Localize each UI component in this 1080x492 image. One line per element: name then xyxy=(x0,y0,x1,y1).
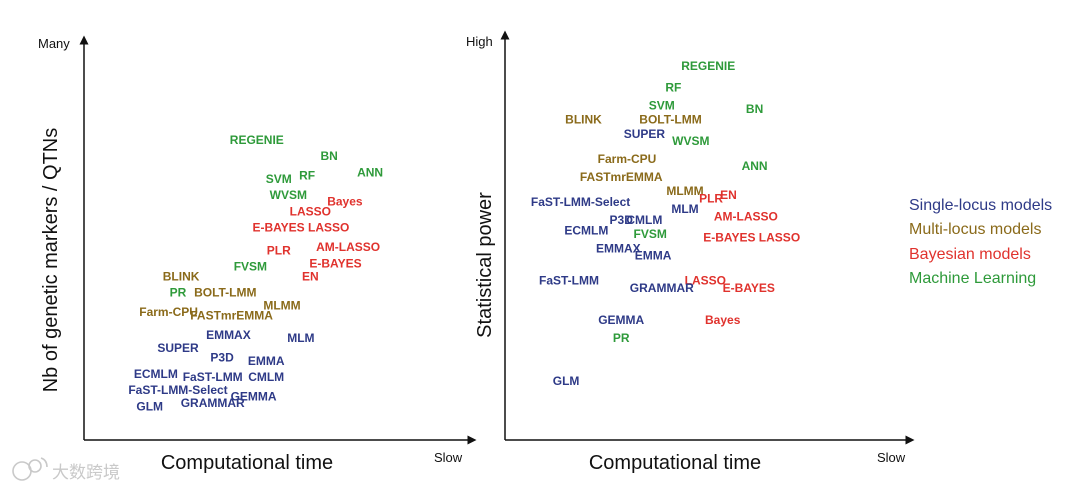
method-label-regenie: REGENIE xyxy=(230,133,284,147)
method-label-pr: PR xyxy=(170,286,187,300)
method-label-farm-cpu: Farm-CPU xyxy=(598,152,657,166)
method-label-fast-lmm: FaST-LMM xyxy=(183,370,243,384)
legend: Single-locus models Multi-locus models B… xyxy=(909,197,1052,287)
method-label-wvsm: WVSM xyxy=(270,188,307,202)
method-label-glm: GLM xyxy=(553,374,580,388)
left-x-end-label: Slow xyxy=(434,450,463,465)
method-label-fast-lmm: FaST-LMM xyxy=(539,274,599,288)
method-label-am-lasso: AM-LASSO xyxy=(316,240,380,254)
legend-bayesian: Bayesian models xyxy=(909,246,1031,263)
method-label-fastmremma: FASTmrEMMA xyxy=(190,308,273,322)
method-label-plr: PLR xyxy=(699,191,723,205)
method-label-fast-lmm-select: FaST-LMM-Select xyxy=(531,195,630,209)
left-y-axis-title: Nb of genetic markers / QTNs xyxy=(40,128,62,393)
left-panel: Many Slow Computational time Nb of genet… xyxy=(38,35,477,474)
right-panel: High Slow Computational time Statistical… xyxy=(466,30,915,474)
method-label-mlm: MLM xyxy=(287,331,314,345)
method-label-bolt-lmm: BOLT-LMM xyxy=(194,286,256,300)
method-label-pr: PR xyxy=(613,331,630,345)
method-label-ann: ANN xyxy=(742,159,768,173)
method-label-en: EN xyxy=(302,269,319,283)
method-label-plr: PLR xyxy=(267,243,291,257)
left-x-axis-title: Computational time xyxy=(161,452,333,474)
method-label-cmlm: CMLM xyxy=(626,213,662,227)
method-label-ecmlm: ECMLM xyxy=(564,224,608,238)
method-label-bayes: Bayes xyxy=(327,195,363,209)
method-label-cmlm: CMLM xyxy=(248,370,284,384)
legend-single-locus: Single-locus models xyxy=(909,197,1052,214)
method-label-mlmm: MLMM xyxy=(263,299,300,313)
method-label-lasso: LASSO xyxy=(290,204,331,218)
method-label-regenie: REGENIE xyxy=(681,59,735,73)
method-label-farm-cpu: Farm-CPU xyxy=(139,305,198,319)
legend-multi-locus: Multi-locus models xyxy=(909,221,1041,238)
method-label-fastmremma: FASTmrEMMA xyxy=(580,170,663,184)
method-label-gemma: GEMMA xyxy=(231,390,277,404)
method-label-p3d: P3D xyxy=(210,351,234,365)
method-label-rf: RF xyxy=(665,80,681,94)
watermark-text: 大数跨境 xyxy=(52,463,120,483)
method-label-emma: EMMA xyxy=(635,249,672,263)
right-x-end-label: Slow xyxy=(877,450,906,465)
method-label-bn: BN xyxy=(321,149,338,163)
method-label-bolt-lmm: BOLT-LMM xyxy=(639,113,701,127)
method-label-e-bayes-lasso: E-BAYES LASSO xyxy=(703,231,800,245)
method-label-grammar: GRAMMAR xyxy=(181,396,245,410)
method-label-fvsm: FVSM xyxy=(234,260,267,274)
method-label-lasso: LASSO xyxy=(685,274,726,288)
left-y-end-label: Many xyxy=(38,36,70,51)
method-label-am-lasso: AM-LASSO xyxy=(714,209,778,223)
method-label-mlm: MLM xyxy=(671,202,698,216)
method-label-e-bayes: E-BAYES xyxy=(309,256,361,270)
method-label-super: SUPER xyxy=(157,341,199,355)
right-y-axis-title: Statistical power xyxy=(474,192,496,338)
method-label-grammar: GRAMMAR xyxy=(630,281,694,295)
method-label-p3d: P3D xyxy=(610,213,634,227)
method-label-ann: ANN xyxy=(357,165,383,179)
method-label-super: SUPER xyxy=(624,127,666,141)
method-label-e-bayes-lasso: E-BAYES LASSO xyxy=(252,221,349,235)
method-label-glm: GLM xyxy=(136,399,163,413)
right-x-axis-title: Computational time xyxy=(589,452,761,474)
method-label-svm: SVM xyxy=(266,172,292,186)
method-label-blink: BLINK xyxy=(163,269,200,283)
method-label-mlmm: MLMM xyxy=(666,184,703,198)
method-label-wvsm: WVSM xyxy=(672,134,709,148)
method-label-bayes: Bayes xyxy=(705,313,741,327)
weibo-logo-icon xyxy=(12,457,48,481)
watermark: 大数跨境 xyxy=(12,457,120,483)
method-label-fast-lmm-select: FaST-LMM-Select xyxy=(128,383,227,397)
method-label-svm: SVM xyxy=(649,98,675,112)
method-label-gemma: GEMMA xyxy=(598,313,644,327)
method-label-emmax: EMMAX xyxy=(596,242,641,256)
method-label-rf: RF xyxy=(299,169,315,183)
method-label-blink: BLINK xyxy=(565,113,602,127)
right-y-end-label: High xyxy=(466,34,493,49)
method-label-bn: BN xyxy=(746,102,763,116)
method-label-en: EN xyxy=(720,188,737,202)
method-label-e-bayes: E-BAYES xyxy=(723,281,775,295)
legend-machine-learning: Machine Learning xyxy=(909,270,1036,287)
method-label-ecmlm: ECMLM xyxy=(134,367,178,381)
method-label-emma: EMMA xyxy=(248,354,285,368)
method-label-emmax: EMMAX xyxy=(206,328,251,342)
method-label-fvsm: FVSM xyxy=(634,227,667,241)
